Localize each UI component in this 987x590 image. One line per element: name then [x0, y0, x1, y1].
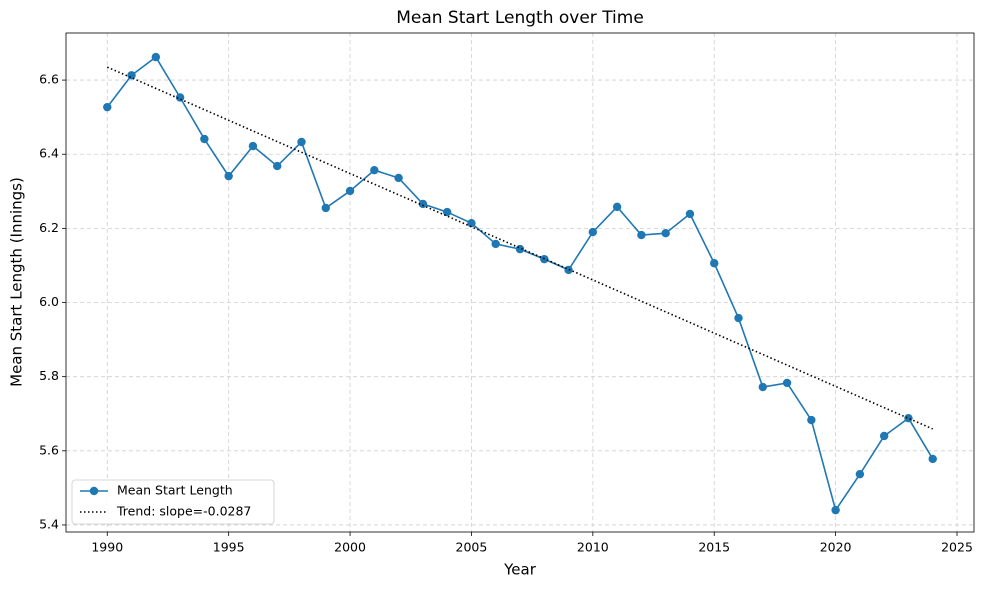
- x-tick-label: 2025: [941, 540, 973, 555]
- data-point: [394, 173, 403, 183]
- data-point: [782, 378, 792, 388]
- data-point: [224, 171, 233, 181]
- data-point: [588, 227, 598, 237]
- data-point: [637, 230, 646, 240]
- data-point: [321, 203, 330, 213]
- data-point: [273, 161, 282, 171]
- x-tick-label: 1990: [91, 540, 123, 555]
- data-point: [807, 415, 816, 425]
- x-tick-label: 2005: [456, 540, 488, 555]
- data-point: [248, 141, 258, 151]
- y-tick-label: 5.6: [39, 442, 59, 457]
- data-point: [612, 202, 622, 212]
- data-point: [734, 313, 743, 323]
- data-point: [467, 218, 476, 228]
- x-tick-label: 2000: [334, 540, 366, 555]
- data-point: [515, 244, 525, 254]
- plot-frame: [65, 32, 975, 533]
- legend-label: Mean Start Length: [117, 483, 233, 498]
- data-point: [491, 239, 500, 249]
- data-point: [200, 134, 209, 144]
- data-point: [175, 93, 185, 102]
- data-point: [831, 505, 840, 515]
- y-tick-label: 5.8: [39, 368, 59, 383]
- y-tick-label: 6.4: [39, 146, 59, 161]
- x-tick-label: 2015: [698, 540, 730, 555]
- data-point: [564, 265, 573, 275]
- x-axis-label: Year: [503, 561, 537, 579]
- x-tick-label: 1995: [213, 540, 245, 555]
- data-point: [855, 469, 865, 479]
- legend-box: [71, 479, 275, 525]
- data-point: [685, 209, 695, 219]
- data-point: [879, 431, 889, 441]
- y-tick-label: 6.6: [39, 72, 59, 87]
- data-point: [345, 186, 355, 196]
- data-point: [370, 165, 379, 175]
- data-point: [710, 259, 719, 268]
- data-point: [661, 228, 670, 238]
- data-point: [151, 52, 161, 62]
- y-axis-label: Mean Start Length (Innings): [8, 177, 26, 387]
- data-point: [297, 137, 306, 147]
- data-point: [418, 199, 428, 209]
- data-point: [442, 207, 452, 217]
- x-tick-label: 2020: [820, 540, 852, 555]
- data-point: [103, 102, 112, 112]
- y-tick-label: 6.2: [39, 220, 59, 235]
- data-point: [758, 382, 767, 392]
- data-point: [904, 413, 913, 423]
- legend-label: Trend: slope=-0.0287: [116, 504, 251, 519]
- data-point: [928, 454, 937, 464]
- y-tick-label: 6.0: [39, 294, 59, 309]
- legend-marker: [89, 486, 99, 496]
- y-tick-label: 5.4: [39, 516, 59, 531]
- x-tick-label: 2010: [577, 540, 609, 555]
- chart-title: Mean Start Length over Time: [396, 8, 644, 28]
